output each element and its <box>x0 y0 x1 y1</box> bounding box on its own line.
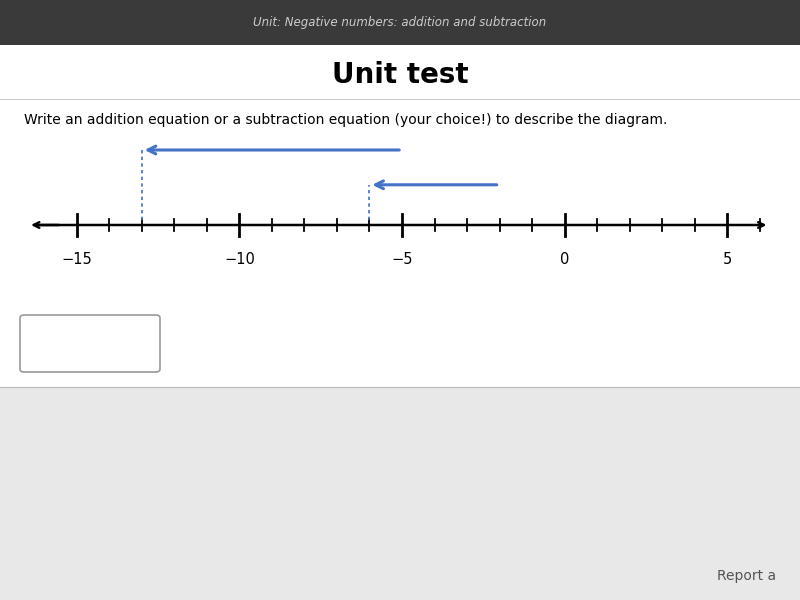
Text: −5: −5 <box>391 252 413 267</box>
Text: Unit: Negative numbers: addition and subtraction: Unit: Negative numbers: addition and sub… <box>254 16 546 29</box>
Text: −15: −15 <box>62 252 92 267</box>
Text: 0: 0 <box>560 252 570 267</box>
Bar <box>0 387 800 600</box>
Text: 5: 5 <box>722 252 732 267</box>
Text: Unit test: Unit test <box>332 61 468 89</box>
Bar <box>0 288 800 600</box>
Bar <box>0 45 800 288</box>
Bar <box>0 0 800 45</box>
FancyBboxPatch shape <box>20 315 160 372</box>
Text: −10: −10 <box>224 252 255 267</box>
Text: Write an addition equation or a subtraction equation (your choice!) to describe : Write an addition equation or a subtract… <box>24 113 667 127</box>
Bar <box>0 288 800 390</box>
Text: Report a: Report a <box>717 569 776 583</box>
